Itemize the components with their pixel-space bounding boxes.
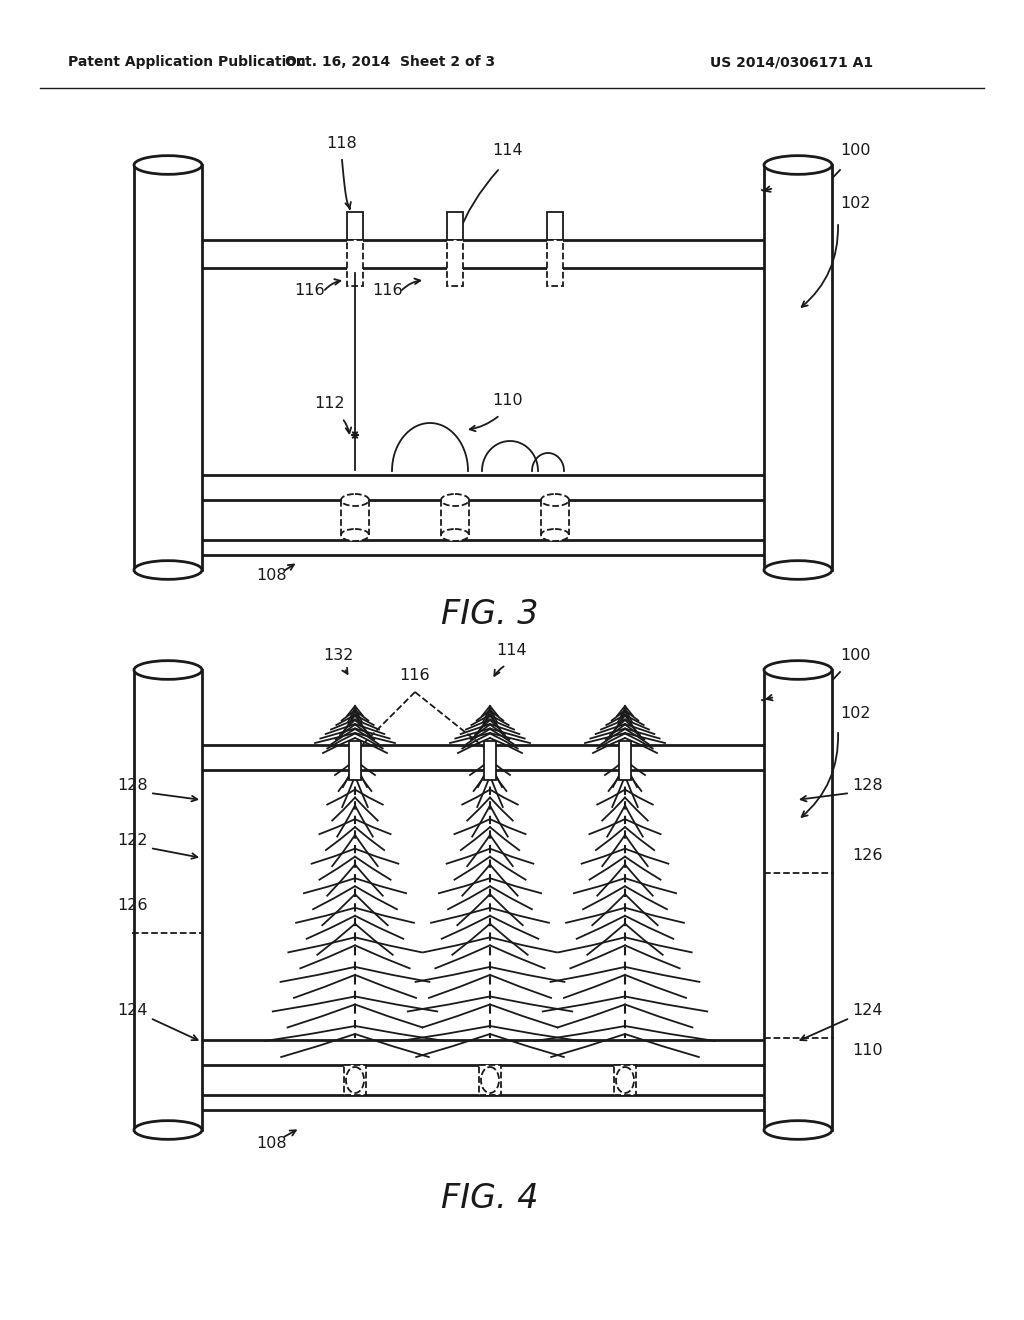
Ellipse shape bbox=[441, 529, 469, 541]
Text: 114: 114 bbox=[497, 643, 527, 657]
Text: 132: 132 bbox=[323, 648, 353, 663]
Text: 116: 116 bbox=[295, 282, 326, 298]
Text: 128: 128 bbox=[852, 777, 883, 793]
Bar bbox=[764, 671, 831, 1130]
Text: 112: 112 bbox=[314, 396, 345, 411]
Ellipse shape bbox=[134, 156, 202, 174]
Text: Patent Application Publication: Patent Application Publication bbox=[68, 55, 306, 69]
Text: 126: 126 bbox=[118, 898, 148, 913]
Text: 114: 114 bbox=[493, 143, 523, 158]
Text: 100: 100 bbox=[840, 143, 870, 158]
Text: Oct. 16, 2014  Sheet 2 of 3: Oct. 16, 2014 Sheet 2 of 3 bbox=[285, 55, 495, 69]
Text: 102: 102 bbox=[840, 195, 870, 211]
Ellipse shape bbox=[764, 156, 831, 174]
Text: 110: 110 bbox=[493, 393, 523, 408]
Bar bbox=[547, 240, 563, 286]
Ellipse shape bbox=[134, 1121, 202, 1139]
Bar bbox=[347, 240, 362, 286]
Ellipse shape bbox=[134, 561, 202, 579]
Ellipse shape bbox=[764, 1121, 831, 1139]
Text: 110: 110 bbox=[852, 1043, 883, 1059]
Ellipse shape bbox=[764, 660, 831, 680]
Bar bbox=[347, 213, 362, 240]
Bar bbox=[614, 1065, 636, 1096]
Bar bbox=[134, 671, 202, 1130]
Bar bbox=[479, 1065, 501, 1096]
Text: US 2014/0306171 A1: US 2014/0306171 A1 bbox=[710, 55, 873, 69]
Text: 102: 102 bbox=[840, 706, 870, 721]
Text: FIG. 3: FIG. 3 bbox=[441, 598, 539, 631]
Bar bbox=[134, 165, 202, 570]
Text: 124: 124 bbox=[118, 1003, 148, 1018]
Bar bbox=[484, 741, 496, 780]
Ellipse shape bbox=[441, 494, 469, 506]
Text: 128: 128 bbox=[118, 777, 148, 793]
Ellipse shape bbox=[341, 529, 369, 541]
Text: 116: 116 bbox=[399, 668, 430, 682]
Bar bbox=[447, 213, 463, 240]
Bar bbox=[344, 1065, 366, 1096]
Ellipse shape bbox=[346, 1067, 364, 1093]
Ellipse shape bbox=[616, 1067, 634, 1093]
Text: FIG. 4: FIG. 4 bbox=[441, 1181, 539, 1214]
Ellipse shape bbox=[541, 494, 569, 506]
Bar bbox=[547, 213, 563, 240]
Ellipse shape bbox=[134, 660, 202, 680]
Text: 122: 122 bbox=[118, 833, 148, 847]
Text: 124: 124 bbox=[852, 1003, 883, 1018]
Text: 108: 108 bbox=[257, 1137, 288, 1151]
Ellipse shape bbox=[764, 561, 831, 579]
Text: 126: 126 bbox=[852, 847, 883, 863]
Text: 118: 118 bbox=[327, 136, 357, 150]
Text: 116: 116 bbox=[373, 282, 403, 298]
Bar bbox=[618, 741, 631, 780]
Text: 108: 108 bbox=[257, 568, 288, 583]
Text: 100: 100 bbox=[840, 648, 870, 663]
Bar bbox=[447, 240, 463, 286]
Ellipse shape bbox=[481, 1067, 499, 1093]
Bar bbox=[764, 165, 831, 570]
Ellipse shape bbox=[541, 529, 569, 541]
Bar bbox=[349, 741, 361, 780]
Ellipse shape bbox=[341, 494, 369, 506]
